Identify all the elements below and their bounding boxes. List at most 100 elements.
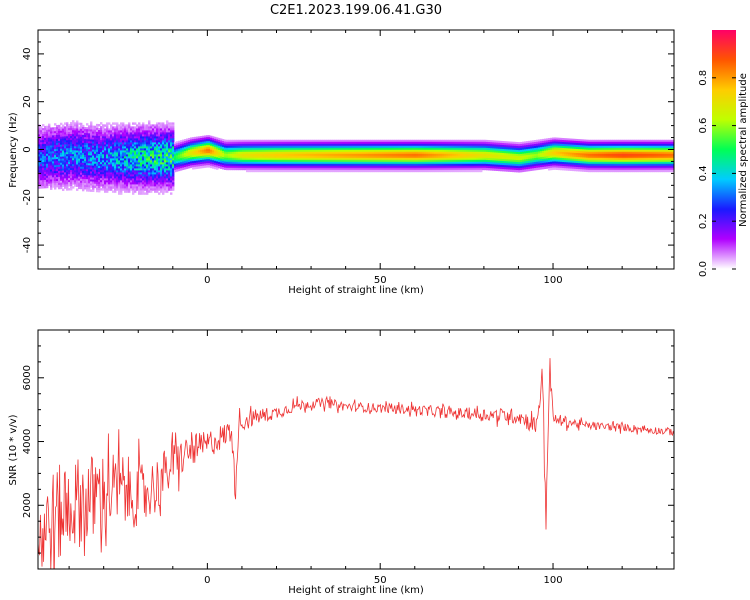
heatmap-cell [388, 163, 391, 167]
heatmap-cell [414, 163, 417, 167]
heatmap-cell [172, 124, 175, 127]
heatmap-cell [506, 165, 509, 168]
heatmap-cell [192, 163, 195, 166]
heatmap-cell [262, 161, 265, 165]
heatmap-cell [156, 138, 159, 141]
heatmap-cell [224, 163, 227, 166]
heatmap-cell [300, 143, 303, 147]
heatmap-cell [326, 169, 329, 173]
heatmap-cell [434, 159, 437, 163]
heatmap-cell [106, 182, 109, 185]
heatmap-cell [110, 174, 113, 177]
heatmap-cell [158, 180, 161, 183]
heatmap-cell [288, 163, 291, 167]
heatmap-cell [240, 165, 243, 169]
heatmap-cell [276, 169, 279, 173]
heatmap-cell [294, 151, 297, 155]
heatmap-cell [40, 182, 43, 185]
heatmap-cell [140, 170, 143, 173]
heatmap-cell [228, 143, 231, 147]
heatmap-cell [160, 166, 163, 169]
heatmap-cell [114, 188, 117, 191]
heatmap-cell [212, 152, 215, 155]
heatmap-cell [130, 158, 133, 161]
heatmap-cell [292, 163, 295, 167]
heatmap-cell [158, 174, 161, 177]
heatmap-cell [316, 149, 319, 153]
heatmap-cell [470, 165, 473, 169]
heatmap-cell [378, 143, 381, 147]
heatmap-cell [368, 157, 371, 161]
heatmap-cell [488, 166, 491, 169]
heatmap-cell [116, 146, 119, 149]
heatmap-cell [96, 127, 99, 131]
heatmap-cell [512, 163, 515, 167]
heatmap-cell [156, 168, 159, 171]
heatmap-cell [438, 141, 441, 145]
heatmap-cell [110, 154, 113, 157]
heatmap-cell [46, 129, 49, 133]
heatmap-cell [276, 167, 279, 171]
heatmap-cell [370, 145, 373, 149]
heatmap-cell [434, 155, 437, 159]
heatmap-cell [326, 161, 329, 165]
heatmap-cell [72, 164, 75, 167]
heatmap-cell [116, 174, 119, 177]
heatmap-cell [166, 144, 169, 147]
heatmap-cell [510, 153, 513, 156]
heatmap-cell [366, 141, 369, 145]
heatmap-cell [162, 122, 165, 125]
heatmap-cell [86, 155, 89, 158]
heatmap-cell [54, 123, 57, 126]
heatmap-cell [320, 143, 323, 147]
heatmap-cell [272, 169, 275, 173]
heatmap-cell [456, 151, 459, 155]
heatmap-cell [448, 159, 451, 163]
heatmap-cell [464, 157, 467, 161]
heatmap-cell [258, 139, 261, 143]
heatmap-cell [56, 125, 59, 128]
heatmap-cell [394, 159, 397, 163]
heatmap-cell [458, 149, 461, 153]
heatmap-cell [350, 139, 353, 143]
heatmap-cell [238, 151, 241, 155]
heatmap-cell [336, 161, 339, 165]
heatmap-cell [464, 145, 467, 149]
heatmap-cell [380, 159, 383, 163]
heatmap-cell [294, 165, 297, 169]
heatmap-cell [166, 124, 169, 127]
heatmap-cell [398, 153, 401, 157]
heatmap-cell [150, 190, 153, 193]
heatmap-cell [208, 165, 211, 168]
heatmap-cell [152, 136, 155, 139]
heatmap-cell [446, 159, 449, 163]
heatmap-cell [240, 167, 243, 171]
heatmap-cell [452, 157, 455, 161]
heatmap-cell [60, 162, 63, 166]
heatmap-cell [166, 148, 169, 151]
heatmap-cell [108, 138, 111, 141]
heatmap-cell [94, 171, 97, 175]
heatmap-cell [82, 140, 85, 144]
heatmap-cell [84, 179, 87, 182]
heatmap-cell [280, 155, 283, 159]
heatmap-cell [334, 139, 337, 143]
heatmap-cell [236, 145, 239, 149]
heatmap-cell [154, 146, 157, 149]
heatmap-cell [150, 136, 153, 139]
heatmap-cell [100, 164, 103, 167]
heatmap-cell [148, 190, 151, 193]
heatmap-cell [56, 177, 59, 180]
heatmap-cell [106, 156, 109, 159]
heatmap-cell [320, 167, 323, 171]
heatmap-cell [70, 156, 73, 159]
heatmap-cell [120, 170, 123, 173]
heatmap-cell [476, 163, 479, 167]
heatmap-cell [76, 132, 79, 135]
heatmap-cell [44, 157, 47, 161]
heatmap-cell [98, 166, 101, 169]
heatmap-cell [412, 151, 415, 155]
heatmap-cell [340, 155, 343, 159]
heatmap-cell [114, 158, 117, 161]
heatmap-cell [74, 182, 77, 185]
